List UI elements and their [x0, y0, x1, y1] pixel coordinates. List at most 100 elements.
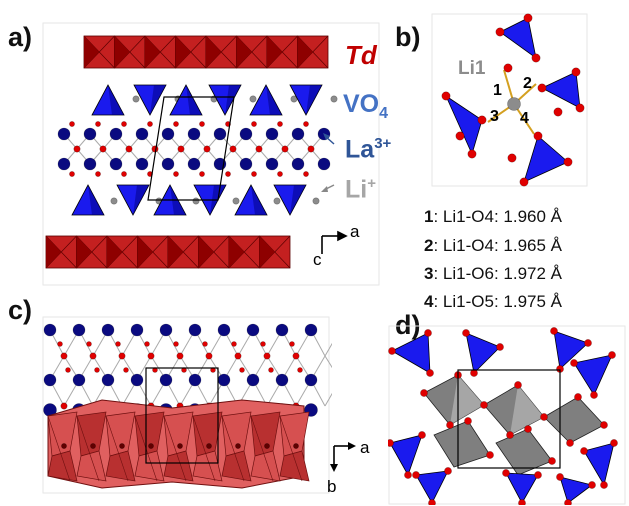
bond-number-4: 4	[520, 110, 529, 127]
oxygen-atom	[202, 341, 208, 347]
octahedron-face	[76, 450, 107, 482]
la-atom	[101, 373, 115, 387]
la-o-network-c	[43, 323, 332, 417]
oxygen-atom	[293, 443, 299, 449]
octahedron-face	[221, 450, 252, 482]
oxygen-atom	[503, 63, 513, 73]
oxygen-atom	[61, 443, 67, 449]
la-atom	[265, 127, 279, 141]
oxygen-atom	[277, 121, 283, 127]
la-atom	[159, 323, 173, 337]
oxygen-atom	[118, 352, 126, 360]
li-polyhedron	[543, 396, 605, 444]
la-atom	[159, 373, 173, 387]
vo4-tetrahedron	[541, 71, 581, 109]
unit-cell-c	[145, 367, 219, 464]
oxygen-atom	[289, 341, 295, 347]
li-atom	[192, 197, 200, 205]
td-slab-top	[83, 35, 329, 69]
bond-number-2: 2	[523, 75, 532, 92]
la-atom	[109, 127, 123, 141]
oxygen-atom	[548, 457, 556, 465]
oxygen-atom	[199, 121, 205, 127]
la-atom	[304, 323, 318, 337]
vo4-label: VO4	[343, 90, 388, 123]
la-atom	[135, 127, 149, 141]
la-atom	[275, 323, 289, 337]
la-superscript: 3+	[374, 135, 392, 152]
oxygen-atom	[86, 341, 92, 347]
vo4-tetrahedra-top	[91, 84, 338, 116]
oxygen-atom	[199, 171, 205, 177]
oxygen-atom	[580, 447, 588, 455]
la-atom	[101, 323, 115, 337]
oxygen-atom	[205, 352, 213, 360]
oxygen-atom	[444, 467, 452, 475]
la-atom	[83, 157, 97, 171]
octahedron-face	[163, 450, 194, 482]
oxygen-atom	[177, 443, 183, 449]
oxygen-atom	[446, 421, 454, 429]
oxygen-atom	[234, 352, 242, 360]
la-atom	[291, 157, 305, 171]
vo4-tetrahedron	[573, 354, 613, 396]
oxygen-atom	[518, 499, 526, 505]
oxygen-atom	[264, 443, 270, 449]
oxygen-atom	[553, 107, 563, 117]
oxygen-atom	[540, 413, 548, 421]
la-atom	[109, 157, 123, 171]
vo4-tetrahedron	[445, 94, 483, 156]
li-atom	[330, 95, 338, 103]
la-atom	[135, 157, 149, 171]
oxygen-atom	[590, 391, 598, 399]
oxygen-atom	[69, 121, 75, 127]
distance-row-1: 1: Li1-O4: 1.960 Å	[424, 207, 562, 227]
distance-row-2: 2: Li1-O4: 1.965 Å	[424, 236, 562, 256]
vo4-tetrahedron	[553, 330, 589, 370]
li-text: Li	[345, 175, 368, 204]
oxygen-atom	[584, 339, 592, 347]
la-atom	[291, 127, 305, 141]
oxygen-atom	[514, 381, 522, 389]
oxygen-atom	[588, 481, 596, 489]
la-atom	[188, 323, 202, 337]
panel-c-structure	[42, 316, 332, 494]
oxygen-atom	[426, 369, 434, 377]
oxygen-atom	[89, 352, 97, 360]
unit-cell-a	[147, 96, 235, 201]
la-atom	[187, 127, 201, 141]
oxygen-atom	[610, 439, 618, 447]
panel-d-label: d)	[395, 310, 421, 340]
panel-a-label: a)	[8, 22, 33, 52]
vo4-tetrahedron	[499, 17, 537, 59]
oxygen-atom	[428, 499, 436, 505]
oxygen-atom	[534, 471, 542, 479]
td-slab-bottom	[45, 235, 291, 269]
oxygen-atom	[173, 171, 179, 177]
distance-row-4: 4: Li1-O5: 1.975 Å	[424, 292, 562, 312]
oxygen-atom	[251, 171, 257, 177]
octahedron-face	[105, 450, 136, 482]
vo4-tetrahedron	[523, 135, 569, 183]
la-atom	[161, 157, 175, 171]
oxygen-atom	[570, 359, 578, 367]
oxygen-atom	[303, 171, 309, 177]
li1-atom	[507, 97, 521, 111]
li-atom	[232, 197, 240, 205]
la-atom	[72, 373, 86, 387]
oxygen-atom	[441, 91, 451, 101]
li-label: Li+	[345, 175, 376, 204]
oxygen-atom	[123, 367, 129, 373]
vo4-tetrahedron	[415, 470, 449, 504]
axis-a-label-a: a	[350, 222, 360, 241]
la-atom	[304, 373, 318, 387]
oxygen-atom	[263, 352, 271, 360]
panel-a-structure	[42, 22, 380, 286]
la-atom	[217, 323, 231, 337]
oxygen-atom	[292, 352, 300, 360]
oxygen-atom	[176, 352, 184, 360]
la-atom	[83, 127, 97, 141]
axis-c-label-a: c	[313, 250, 322, 269]
oxygen-atom	[563, 157, 573, 167]
oxygen-atom	[144, 341, 150, 347]
